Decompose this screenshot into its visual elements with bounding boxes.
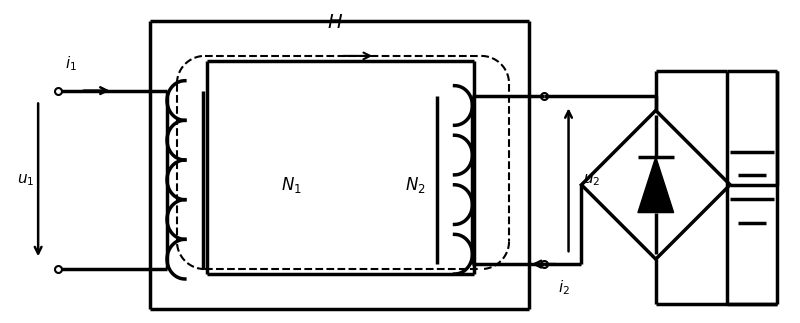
Text: $i_2$: $i_2$ xyxy=(558,278,570,297)
Text: $i_1$: $i_1$ xyxy=(65,54,77,73)
Polygon shape xyxy=(638,157,674,213)
Text: $u_2$: $u_2$ xyxy=(583,172,601,188)
Text: $H$: $H$ xyxy=(327,13,344,32)
Text: $u_1$: $u_1$ xyxy=(17,172,34,188)
Text: $N_1$: $N_1$ xyxy=(281,175,302,195)
Text: $N_2$: $N_2$ xyxy=(405,175,426,195)
